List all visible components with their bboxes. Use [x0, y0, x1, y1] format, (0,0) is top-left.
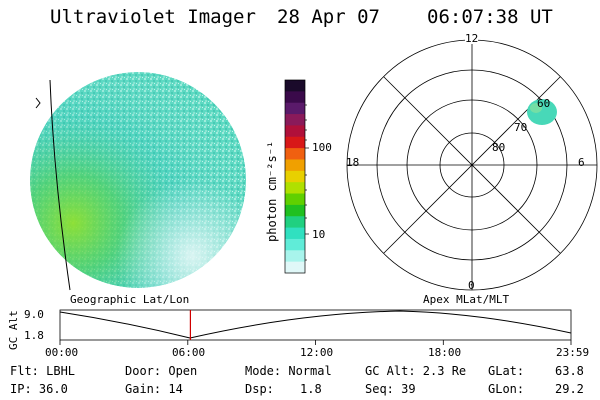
dsp-label: Dsp: — [245, 382, 274, 396]
colorbar-tick-100: 100 — [312, 141, 332, 154]
colorbar-segment — [285, 182, 305, 195]
uv-image — [30, 72, 246, 288]
altitude-y-tick-1-8: 1.8 — [24, 329, 44, 342]
lat-label-70: 70 — [514, 121, 528, 134]
altitude-curve — [59, 310, 572, 339]
altitude-plot-ticks — [59, 340, 572, 345]
colorbar-segment — [285, 102, 305, 115]
colorbar-unit-label: photon cm⁻²s⁻¹ — [265, 140, 279, 242]
colorbar-segment — [285, 148, 305, 160]
gc-alt-status: GC Alt: 2.3 Re — [365, 364, 467, 378]
dsp-value: 1.8 — [300, 382, 322, 396]
colorbar-segment — [285, 250, 305, 263]
altitude-x-tick-1800: 18:00 — [428, 346, 462, 359]
filter-status: Flt: LBHL — [10, 364, 76, 378]
time-label: 06:07:38 UT — [427, 6, 553, 28]
colorbar-segment — [285, 227, 305, 240]
altitude-y-tick-9: 9.0 — [24, 308, 44, 321]
altitude-y-label: GC Alt — [7, 310, 20, 350]
lat-label-80: 80 — [492, 141, 506, 154]
colorbar-segment — [285, 114, 305, 126]
date-label: 28 Apr 07 — [277, 6, 380, 28]
colorbar-segment — [285, 238, 305, 251]
glon-value: 29.2 — [555, 382, 584, 396]
mlt-label-0: 0 — [468, 279, 475, 292]
terminator-line — [49, 79, 71, 291]
altitude-x-tick-0000: 00:00 — [45, 346, 79, 359]
altitude-plot-frame — [59, 309, 572, 341]
mode-status: Mode: Normal — [245, 364, 332, 378]
colorbar-segment — [285, 91, 305, 104]
altitude-x-tick-1200: 12:00 — [300, 346, 334, 359]
glat-label: GLat: — [488, 364, 525, 378]
colorbar-segment — [285, 261, 305, 274]
mlt-label-6: 6 — [578, 156, 585, 169]
colorbar-segment — [285, 136, 305, 149]
glat-value: 63.8 — [555, 364, 584, 378]
seq-status: Seq: 39 — [365, 382, 416, 396]
sun-marker — [35, 97, 41, 109]
gain-status: Gain: 14 — [125, 382, 183, 396]
lat-label-60: 60 — [537, 97, 551, 110]
altitude-x-tick-2359: 23:59 — [556, 346, 590, 359]
ip-status: IP: 36.0 — [10, 382, 68, 396]
image-projection-label: Geographic Lat/Lon — [70, 293, 190, 306]
colorbar-segment — [285, 216, 305, 229]
colorbar-segment — [285, 125, 305, 138]
colorbar-tick-10: 10 — [312, 228, 326, 241]
mlt-label-12: 12 — [465, 32, 479, 45]
colorbar-segment — [285, 193, 305, 206]
polar-projection-label: Apex MLat/MLT — [423, 293, 510, 306]
colorbar-ticks — [305, 104, 309, 261]
colorbar-segment — [285, 170, 305, 183]
altitude-x-tick-0600: 06:00 — [172, 346, 206, 359]
colorbar-segment — [285, 80, 305, 92]
polar-grid — [346, 39, 598, 291]
glon-label: GLon: — [488, 382, 525, 396]
door-status: Door: Open — [125, 364, 198, 378]
instrument-title: Ultraviolet Imager — [50, 6, 256, 28]
mlt-label-18: 18 — [346, 156, 360, 169]
colorbar — [285, 80, 305, 274]
colorbar-segment — [285, 159, 305, 172]
colorbar-segment — [285, 204, 305, 217]
